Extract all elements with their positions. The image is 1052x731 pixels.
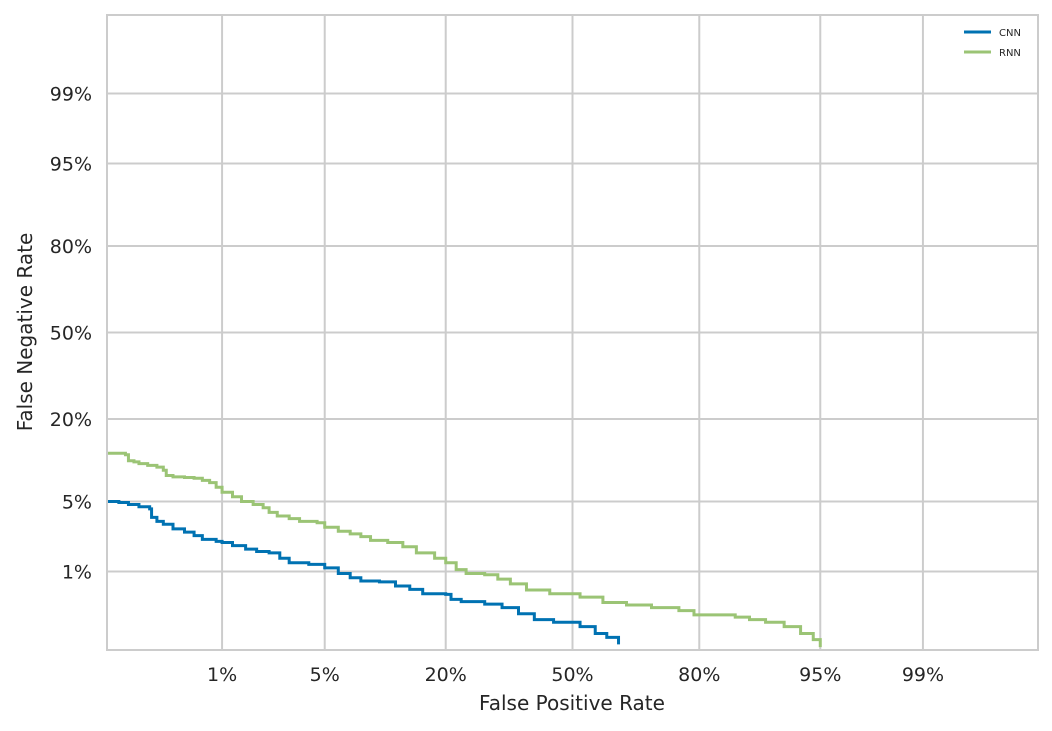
x-tick-labels: 1% 5% 20% 50% 80% 95% 99% [207,664,944,686]
y-tick-label: 95% [50,154,92,176]
y-tick-label: 99% [50,83,92,105]
legend-label-rnn: RNN [999,48,1021,59]
y-tick-label: 20% [50,409,92,431]
x-tick-label: 1% [207,664,237,686]
legend-label-cnn: CNN [999,28,1021,39]
y-tick-label: 1% [62,562,92,584]
x-tick-label: 20% [425,664,467,686]
x-tick-label: 50% [551,664,593,686]
series-line-cnn [107,500,621,645]
plot-frame [106,14,1039,651]
legend: CNN RNN [964,28,1021,59]
series-line-rnn [107,451,822,648]
y-axis-label: False Negative Rate [13,233,37,432]
series-lines [107,451,822,648]
y-tick-label: 80% [50,236,92,258]
x-tick-label: 95% [799,664,841,686]
x-axis-label: False Positive Rate [479,691,665,715]
grid-lines [107,15,1038,650]
x-tick-label: 5% [310,664,340,686]
x-tick-label: 80% [678,664,720,686]
y-tick-labels: 1% 5% 20% 50% 80% 95% 99% [50,83,92,583]
y-tick-label: 50% [50,323,92,345]
x-tick-label: 99% [902,664,944,686]
y-tick-label: 5% [62,491,92,513]
